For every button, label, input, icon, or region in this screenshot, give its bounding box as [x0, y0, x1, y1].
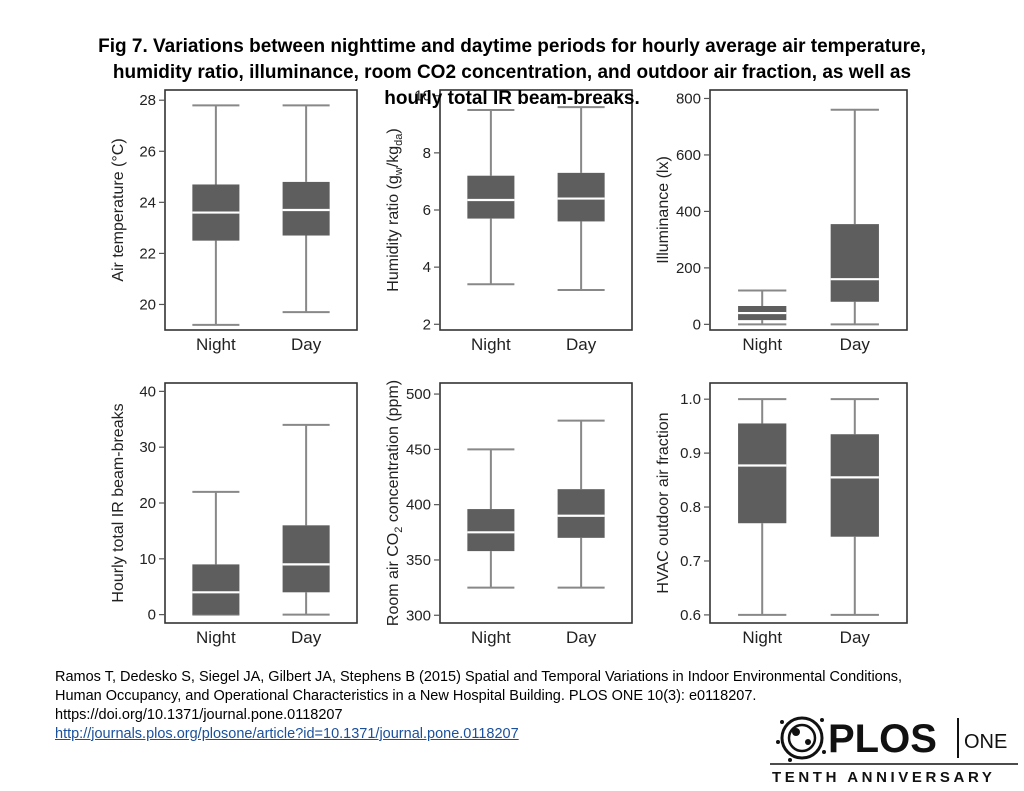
x-category-label: Night	[742, 628, 782, 647]
citation-line-1: Ramos T, Dedesko S, Siegel JA, Gilbert J…	[55, 669, 903, 685]
y-tick-label: 8	[423, 145, 431, 162]
box-night	[738, 398, 787, 616]
y-tick-label: 0	[148, 607, 156, 624]
logo-product: ONE	[964, 731, 1007, 753]
x-category-label: Night	[471, 335, 511, 354]
y-tick-label: 300	[406, 607, 431, 624]
box-night	[192, 490, 240, 616]
y-tick-label: 0.7	[680, 553, 701, 570]
y-tick-label: 2	[423, 316, 431, 333]
y-tick-label: 28	[139, 92, 156, 109]
iqr-box	[192, 564, 240, 615]
citation: Ramos T, Dedesko S, Siegel JA, Gilbert J…	[55, 668, 985, 744]
y-axis-label-part: concentration (ppm)	[385, 380, 402, 527]
y-axis-label: Room air CO2 concentration (ppm)	[385, 380, 405, 626]
iqr-box	[830, 434, 879, 537]
box-night	[738, 289, 787, 326]
y-axis-label: Hourly total IR beam-breaks	[110, 403, 127, 602]
box-night	[467, 448, 515, 589]
box-night	[192, 104, 240, 326]
y-axis-label-subscript: da	[393, 133, 405, 146]
y-tick-label: 40	[139, 383, 156, 400]
x-category-label: Night	[196, 335, 236, 354]
x-category-label: Night	[742, 335, 782, 354]
y-tick-label: 600	[676, 147, 701, 164]
chart-panel-2: 2 4 6 8 10 Night Day Humidity ratio (gw/kgda)	[385, 88, 633, 354]
chart-panel-5: 300 350 400 450 500 Night Day Room air CO2 conc…	[385, 380, 633, 647]
y-tick-label: 400	[406, 497, 431, 514]
citation-line-2: Human Occupancy, and Operational Charact…	[55, 688, 757, 704]
y-tick-label: 1.0	[680, 391, 701, 408]
box-day	[557, 106, 605, 291]
chart-panel-4: 0 10 20 30 40 Night Day Hourly total IR beam-br…	[110, 382, 358, 647]
x-category-label: Day	[840, 335, 871, 354]
y-axis-label-subscript: w	[393, 167, 405, 176]
y-tick-label: 10	[139, 551, 156, 568]
iqr-box	[738, 423, 787, 524]
box-day	[282, 423, 330, 616]
y-tick-label: 0	[693, 316, 701, 333]
y-axis-label-part: )	[385, 128, 402, 133]
y-axis-label: HVAC outdoor air fraction	[655, 412, 672, 593]
citation-doi: https://doi.org/10.1371/journal.pone.011…	[55, 707, 343, 723]
y-tick-label: 20	[139, 495, 156, 512]
y-tick-label: 4	[423, 259, 431, 276]
y-tick-label: 0.8	[680, 499, 701, 516]
y-tick-label: 200	[676, 260, 701, 277]
y-tick-label: 24	[139, 194, 156, 211]
iqr-box	[557, 489, 605, 538]
iqr-box	[282, 525, 330, 593]
x-category-label: Day	[566, 335, 597, 354]
y-axis-label-subscript: 2	[393, 527, 405, 533]
y-tick-label: 450	[406, 441, 431, 458]
iqr-box	[467, 175, 515, 219]
y-axis-label-part: Humidity ratio (g	[385, 175, 402, 291]
figure-title: Fig 7. Variations between nighttime and …	[30, 34, 994, 112]
y-tick-label: 26	[139, 143, 156, 160]
y-axis-label: Illuminance (lx)	[655, 156, 672, 264]
y-tick-label: 0.9	[680, 445, 701, 462]
iqr-box	[557, 172, 605, 222]
x-category-label: Night	[471, 628, 511, 647]
plos-globe-icon	[776, 716, 826, 762]
x-category-label: Night	[196, 628, 236, 647]
iqr-box	[830, 224, 879, 302]
y-axis-label-part: /kg	[385, 146, 402, 167]
figure-title-line-3: hourly total IR beam-breaks.	[384, 88, 640, 109]
chart-panel-1: 20 22 24 26 28 Night Day Air temperature (°C)	[110, 89, 358, 354]
chart-panel-6: 0.6 0.7 0.8 0.9 1.0 Night Day HVAC outdoor air …	[655, 382, 908, 647]
box-day	[557, 419, 605, 589]
y-tick-label: 10	[414, 88, 431, 105]
figure-title-line-1: Fig 7. Variations between nighttime and …	[98, 36, 926, 57]
iqr-box	[282, 181, 330, 236]
x-category-label: Day	[291, 628, 322, 647]
iqr-box	[467, 509, 515, 552]
logo-tagline: TENTH ANNIVERSARY	[772, 769, 995, 786]
y-tick-label: 350	[406, 552, 431, 569]
figure-title-line-2: humidity ratio, illuminance, room CO2 co…	[112, 62, 912, 83]
plos-one-logo: PLOS ONE TENTH ANNIVERSARY	[770, 716, 1018, 786]
y-axis-label: Air temperature (°C)	[110, 138, 127, 281]
article-link[interactable]: http://journals.plos.org/plosone/article…	[55, 726, 519, 742]
y-tick-label: 0.6	[680, 607, 701, 624]
y-tick-label: 6	[423, 202, 431, 219]
box-day	[830, 108, 879, 326]
y-axis-label: Humidity ratio (gw/kgda)	[385, 128, 405, 291]
y-tick-label: 400	[676, 203, 701, 220]
x-category-label: Day	[566, 628, 597, 647]
y-tick-label: 800	[676, 90, 701, 107]
y-tick-label: 500	[406, 386, 431, 403]
chart-panel-3: 0 200 400 600 800 Night Day Illuminance (lx)	[655, 89, 908, 354]
y-tick-label: 30	[139, 439, 156, 456]
y-tick-label: 20	[139, 296, 156, 313]
box-day	[282, 104, 330, 314]
y-axis-label-part: Room air CO	[385, 533, 402, 626]
x-category-label: Day	[840, 628, 871, 647]
y-tick-label: 22	[139, 245, 156, 262]
box-night	[467, 109, 515, 286]
logo-brand: PLOS	[828, 717, 937, 761]
box-day	[830, 398, 879, 616]
x-category-label: Day	[291, 335, 322, 354]
